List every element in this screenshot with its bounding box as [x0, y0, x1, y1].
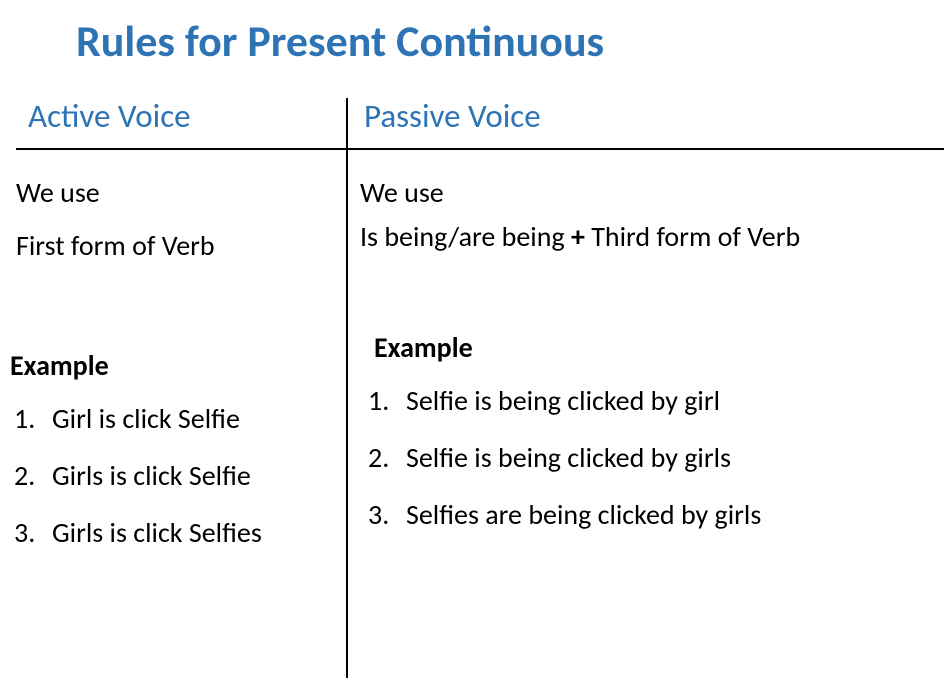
passive-example-item: 1. Selfie is being clicked by girl	[364, 383, 952, 418]
page-title: Rules for Present Continuous	[76, 14, 952, 68]
active-example-item: 1. Girl is click Selfie	[10, 401, 346, 436]
example-text: Selfie is being clicked by girls	[406, 440, 731, 475]
example-text: Girl is click Selfie	[52, 401, 240, 436]
example-text: Selfie is being clicked by girl	[406, 383, 720, 418]
active-rule-line2: First form of Verb	[16, 219, 346, 272]
example-number: 1.	[10, 401, 52, 436]
active-example-item: 2. Girls is click Selfie	[10, 458, 346, 493]
example-number: 2.	[364, 440, 406, 475]
content-row: We use First form of Verb Example 1. Gir…	[0, 150, 952, 572]
active-voice-header: Active Voice	[16, 96, 348, 148]
passive-voice-header: Passive Voice	[348, 96, 541, 148]
passive-rule-line1: We use	[360, 166, 952, 219]
passive-rule-plus: +	[571, 219, 585, 254]
passive-voice-column: We use Is being/are being + Third form o…	[346, 150, 952, 572]
passive-rule-part2: Third form of Verb	[585, 219, 800, 254]
active-rule-line1: We use	[16, 166, 346, 219]
active-example-item: 3. Girls is click Selfies	[10, 515, 346, 550]
column-headers: Active Voice Passive Voice	[16, 96, 944, 150]
example-number: 1.	[364, 383, 406, 418]
vertical-divider	[346, 98, 348, 678]
example-text: Girls is click Selfies	[52, 515, 262, 550]
passive-example-item: 2. Selfie is being clicked by girls	[364, 440, 952, 475]
passive-example-item: 3. Selfies are being clicked by girls	[364, 497, 952, 532]
example-text: Girls is click Selfie	[52, 458, 251, 493]
passive-rule-part1: Is being/are being	[360, 219, 571, 254]
active-voice-column: We use First form of Verb Example 1. Gir…	[0, 150, 346, 572]
example-number: 3.	[364, 497, 406, 532]
content-container: Active Voice Passive Voice We use First …	[0, 96, 952, 572]
example-text: Selfies are being clicked by girls	[406, 497, 761, 532]
example-number: 3.	[10, 515, 52, 550]
active-example-label: Example	[10, 348, 346, 383]
passive-example-label: Example	[374, 330, 952, 365]
example-number: 2.	[10, 458, 52, 493]
passive-rule-line2: Is being/are being + Third form of Verb	[360, 219, 952, 254]
